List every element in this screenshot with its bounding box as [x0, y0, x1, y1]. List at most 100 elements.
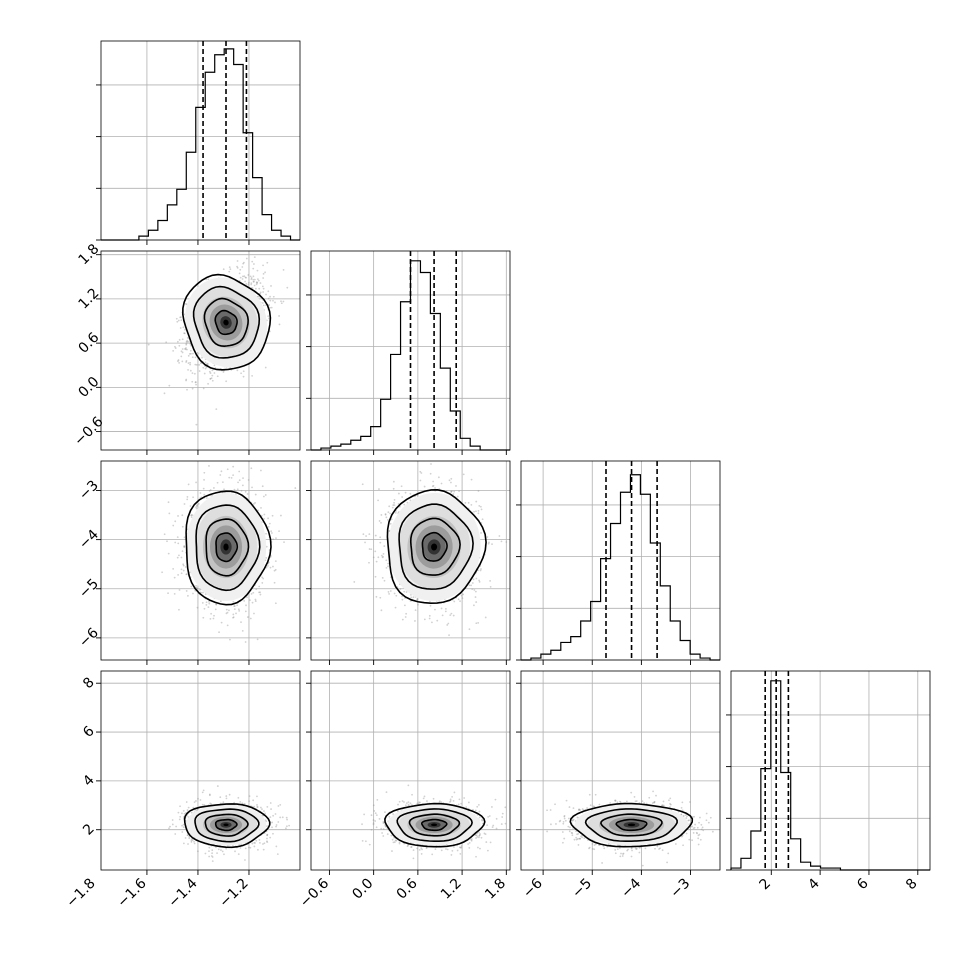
sample-point: [393, 592, 396, 595]
histogram-panel-1: [306, 250, 511, 455]
sample-point: [283, 541, 285, 544]
sample-point: [258, 591, 260, 594]
sample-point: [191, 380, 194, 383]
sample-point: [191, 356, 194, 359]
sample-point: [238, 609, 241, 612]
sample-point: [204, 361, 207, 364]
sample-point: [190, 352, 192, 355]
sample-point: [364, 541, 366, 544]
sample-point: [254, 600, 257, 603]
sample-point: [410, 596, 413, 599]
sample-point: [203, 372, 206, 375]
sample-point: [199, 588, 201, 591]
sample-point: [165, 341, 168, 344]
sample-point: [167, 501, 170, 504]
sample-point: [192, 352, 194, 355]
joint-content: [147, 256, 289, 426]
sample-point: [460, 594, 463, 597]
sample-point: [388, 505, 391, 508]
sample-point: [265, 532, 267, 535]
sample-point: [242, 262, 245, 265]
sample-point: [280, 514, 282, 517]
contour-line: [192, 285, 261, 359]
sample-point: [365, 535, 367, 537]
sample-point: [245, 282, 248, 285]
sample-point: [174, 541, 177, 544]
sample-point: [189, 363, 192, 366]
sample-point: [215, 603, 218, 605]
sample-point: [262, 291, 265, 293]
sample-point: [244, 610, 247, 613]
sample-point: [450, 491, 453, 493]
sample-point: [220, 470, 223, 473]
sample-point: [222, 268, 225, 271]
sample-point: [246, 493, 249, 495]
sample-point: [264, 494, 267, 496]
sample-point: [261, 302, 264, 304]
sample-point: [266, 261, 269, 264]
sample-point: [210, 612, 213, 615]
sample-point: [185, 361, 188, 363]
sample-point: [239, 276, 242, 279]
sample-point: [235, 492, 237, 495]
sample-point: [498, 535, 501, 537]
sample-point: [189, 361, 192, 364]
sample-point: [205, 497, 208, 499]
sample-point: [225, 608, 228, 611]
sample-point: [269, 306, 271, 309]
sample-point: [236, 260, 239, 262]
sample-point: [233, 605, 236, 608]
sample-point: [172, 568, 175, 570]
sample-point: [265, 566, 268, 569]
sample-point: [270, 530, 273, 533]
sample-point: [184, 348, 186, 350]
sample-point: [268, 522, 271, 525]
sample-point: [218, 631, 220, 634]
sample-point: [278, 530, 280, 533]
sample-point: [202, 387, 205, 390]
sample-point: [245, 257, 248, 260]
sample-point: [270, 306, 273, 309]
sample-point: [178, 361, 181, 364]
sample-point: [286, 286, 289, 289]
sample-point: [374, 575, 377, 578]
sample-point: [384, 513, 387, 515]
sample-point: [207, 382, 209, 385]
sample-point: [478, 579, 480, 582]
sample-point: [455, 485, 457, 487]
sample-point: [177, 359, 180, 361]
sample-point: [264, 271, 266, 274]
sample-point: [232, 465, 235, 468]
sample-point: [477, 621, 480, 624]
sample-point: [177, 319, 180, 322]
sample-point: [195, 584, 197, 587]
histogram-panel-3: [726, 670, 931, 875]
sample-point: [257, 295, 260, 298]
sample-point: [163, 392, 166, 395]
sample-point: [272, 565, 274, 568]
sample-point: [257, 278, 259, 280]
sample-point: [247, 281, 250, 284]
sample-point: [404, 616, 407, 618]
sample-point: [163, 533, 166, 536]
sample-point: [253, 278, 256, 281]
sample-point: [220, 621, 223, 624]
sample-point: [389, 512, 392, 515]
sample-point: [416, 494, 419, 497]
sample-point: [233, 488, 236, 491]
sample-point: [393, 498, 396, 501]
sample-point: [262, 287, 265, 290]
sample-point: [423, 485, 426, 488]
sample-point: [247, 274, 250, 276]
sample-point: [250, 467, 253, 470]
sample-point: [182, 563, 185, 566]
sample-point: [203, 607, 206, 610]
sample-point: [202, 366, 205, 369]
sample-point: [450, 477, 453, 480]
sample-point: [227, 609, 230, 612]
sample-point: [239, 268, 242, 271]
density-level: [223, 319, 229, 326]
sample-point: [219, 474, 222, 476]
sample-point: [452, 493, 455, 495]
sample-point: [222, 371, 225, 373]
